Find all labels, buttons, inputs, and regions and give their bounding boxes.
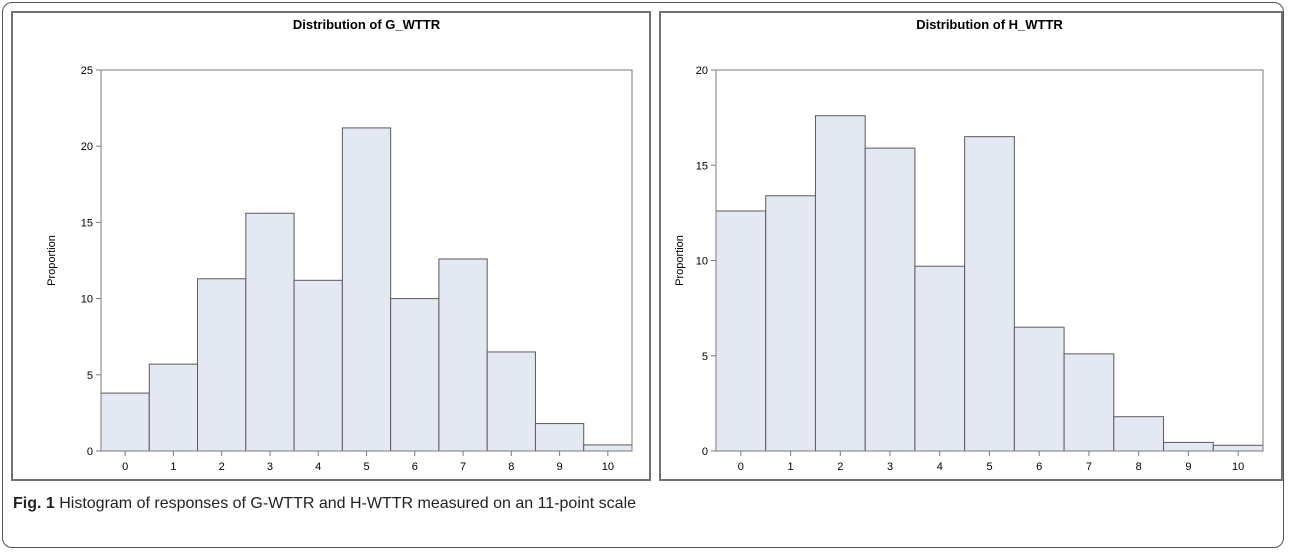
y-tick-label: 15	[81, 217, 93, 229]
bar-3	[245, 212, 295, 452]
y-tick-label: 20	[81, 141, 93, 153]
y-tick-label: 15	[696, 160, 708, 172]
x-tick-label: 7	[460, 461, 466, 473]
x-tick-label: 10	[1232, 461, 1244, 473]
bar-0	[100, 392, 150, 452]
bar-6	[390, 298, 440, 452]
bar-8	[1113, 416, 1165, 452]
chart-panel-general: Distribution of G_WTTR 0 5 10 15 20 25 0 1 2 3 4 5 6 7…	[11, 11, 651, 481]
y-tick-label: 10	[696, 256, 708, 268]
bar-5	[964, 136, 1015, 452]
y-tick-label: 5	[87, 370, 93, 382]
figure-caption: Fig. 1 Histogram of responses of G-WTTR …	[13, 495, 636, 513]
bar-5	[341, 127, 392, 452]
x-tick-label: 3	[887, 461, 893, 473]
x-tick-label: 9	[1185, 461, 1191, 473]
y-axis-label: Proportion	[46, 235, 58, 286]
bar-9	[534, 423, 585, 452]
x-tick-label: 8	[1136, 461, 1142, 473]
x-tick-label: 5	[363, 461, 369, 473]
chart-title: Distribution of H_WTTR	[916, 17, 1063, 32]
x-tick-label: 6	[412, 461, 418, 473]
bar-9	[1163, 441, 1214, 452]
x-tick-label: 0	[122, 461, 128, 473]
x-tick-label: 8	[508, 461, 514, 473]
x-tick-label: 6	[1036, 461, 1042, 473]
bar-10	[583, 444, 633, 452]
x-tick-label: 0	[738, 461, 744, 473]
y-tick-label: 0	[87, 446, 93, 458]
bar-8	[486, 351, 536, 452]
x-tick-label: 1	[788, 461, 794, 473]
chart-general-risk: Distribution of G_WTTR 0 5 10 15 20 25 0 1 2 3 4 5 6 7…	[46, 17, 633, 473]
x-tick-label: 4	[315, 461, 321, 473]
bar-2	[814, 115, 866, 452]
x-tick-label: 2	[219, 461, 225, 473]
y-tick-label: 20	[696, 65, 708, 77]
bar-6	[1013, 326, 1065, 452]
bar-1	[765, 195, 816, 452]
y-axis-label: Proportion	[674, 235, 686, 286]
chart-panel-health: Distribution of H_WTTR 0 5 10 15 20 0 1 2 3 4 5 6 7 8 9…	[659, 11, 1283, 481]
x-tick-label: 1	[170, 461, 176, 473]
x-tick-label: 5	[986, 461, 992, 473]
y-tick-label: 10	[81, 294, 93, 306]
x-tick-label: 9	[557, 461, 563, 473]
y-tick-label: 5	[702, 351, 708, 363]
x-tick-label: 4	[937, 461, 943, 473]
bar-3	[864, 147, 916, 452]
bar-4	[914, 265, 966, 452]
bar-0	[715, 210, 767, 452]
y-tick-label: 0	[702, 446, 708, 458]
chart-health-risk: Distribution of H_WTTR 0 5 10 15 20 0 1 2 3 4 5 6 7 8 9…	[674, 17, 1264, 473]
bar-7	[438, 258, 488, 452]
x-tick-label: 7	[1086, 461, 1092, 473]
x-tick-label: 10	[602, 461, 614, 473]
x-tick-label: 2	[837, 461, 843, 473]
bar-2	[197, 278, 247, 452]
y-tick-label: 25	[81, 65, 93, 77]
x-tick-label: 3	[267, 461, 273, 473]
bar-7	[1063, 353, 1115, 452]
chart-title: Distribution of G_WTTR	[293, 17, 441, 32]
bar-4	[293, 279, 343, 452]
figure-caption-label: Fig. 1	[13, 495, 55, 512]
bar-1	[148, 363, 199, 452]
figure-caption-text: Histogram of responses of G-WTTR and H-W…	[54, 495, 637, 512]
bar-10	[1212, 444, 1264, 452]
